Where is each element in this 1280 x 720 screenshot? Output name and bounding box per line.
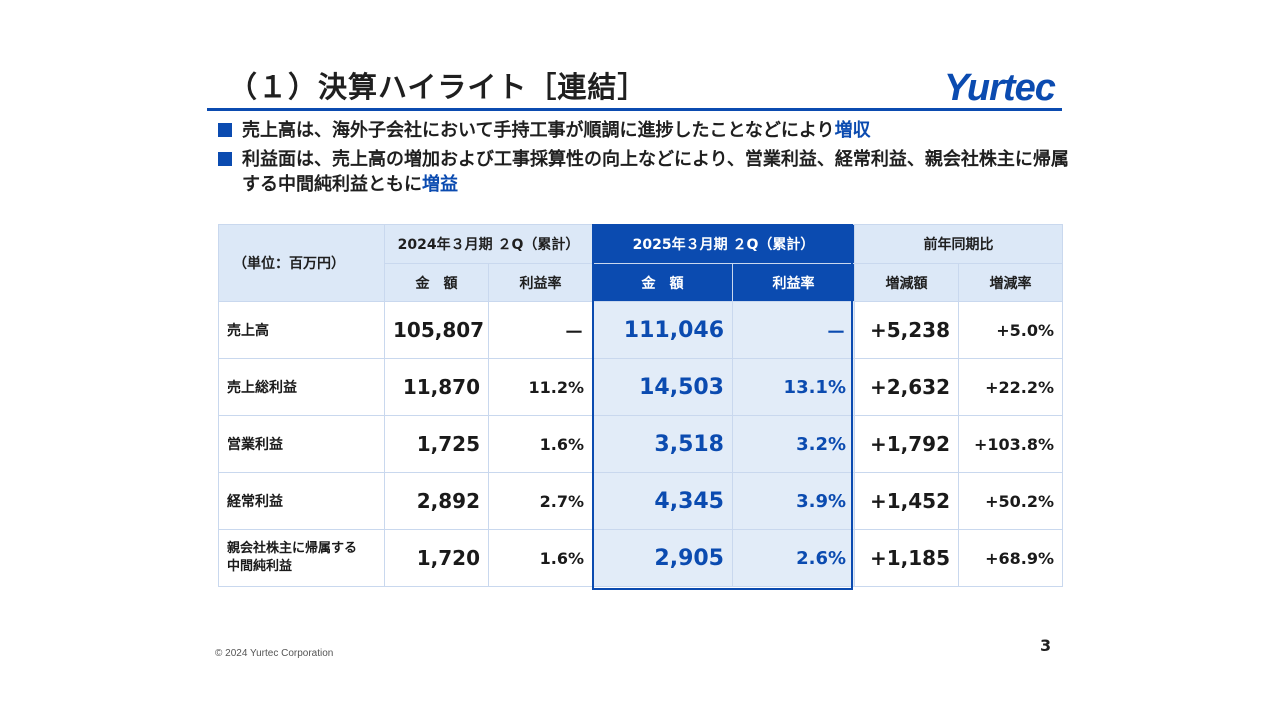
prev-amount: 1,725 bbox=[384, 415, 489, 473]
subheader-prev-rate: 利益率 bbox=[488, 263, 593, 302]
cur-rate: － bbox=[732, 301, 855, 359]
diff-amount: +5,238 bbox=[854, 301, 959, 359]
table-row: 売上総利益 11,870 11.2% 14,503 13.1% +2,632 +… bbox=[218, 358, 1063, 416]
subheader-diff-amount: 増減額 bbox=[854, 263, 959, 302]
prev-rate: 2.7% bbox=[488, 472, 593, 530]
subheader-prev-amount: 金 額 bbox=[384, 263, 489, 302]
diff-amount: +1,185 bbox=[854, 529, 959, 587]
cur-amount: 14,503 bbox=[592, 358, 733, 416]
prev-rate: － bbox=[488, 301, 593, 359]
logo-text: Yurtec bbox=[944, 67, 1056, 108]
cur-amount: 3,518 bbox=[592, 415, 733, 473]
table-row: 経常利益 2,892 2.7% 4,345 3.9% +1,452 +50.2% bbox=[218, 472, 1063, 530]
diff-rate: +103.8% bbox=[958, 415, 1063, 473]
diff-amount: +2,632 bbox=[854, 358, 959, 416]
cur-amount: 111,046 bbox=[592, 301, 733, 359]
bullet-highlight: 増収 bbox=[834, 120, 871, 141]
prev-rate: 11.2% bbox=[488, 358, 593, 416]
page-title: （１）決算ハイライト［連結］ bbox=[228, 70, 648, 104]
copyright: © 2024 Yurtec Corporation bbox=[215, 648, 334, 659]
subheader-diff-rate: 増減率 bbox=[958, 263, 1063, 302]
diff-amount: +1,792 bbox=[854, 415, 959, 473]
cur-amount: 4,345 bbox=[592, 472, 733, 530]
subheader-cur-rate: 利益率 bbox=[732, 263, 855, 302]
prev-amount: 1,720 bbox=[384, 529, 489, 587]
row-label-line2: 中間純利益 bbox=[227, 559, 293, 574]
table-subheader-row: 金 額 利益率 金 額 利益率 増減額 増減率 bbox=[219, 263, 1063, 302]
title-rule bbox=[207, 108, 1062, 111]
subheader-cur-amount: 金 額 bbox=[592, 263, 733, 302]
cur-amount: 2,905 bbox=[592, 529, 733, 587]
diff-rate: +68.9% bbox=[958, 529, 1063, 587]
cur-rate: 3.2% bbox=[732, 415, 855, 473]
row-label: 経常利益 bbox=[218, 472, 385, 530]
diff-rate: +5.0% bbox=[958, 301, 1063, 359]
bullet-profit: 利益面は、売上高の増加および工事採算性の向上などにより、営業利益、経常利益、親会… bbox=[218, 147, 1078, 197]
bullet-square-icon bbox=[218, 152, 232, 166]
page-number: 3 bbox=[1040, 636, 1052, 655]
bullet-square-icon bbox=[218, 123, 232, 137]
prev-amount: 2,892 bbox=[384, 472, 489, 530]
diff-rate: +50.2% bbox=[958, 472, 1063, 530]
bullet-text: 売上高は、海外子会社において手持工事が順調に進捗したことなどにより bbox=[242, 120, 835, 141]
table-header-row: （単位：百万円） 2024年３月期 ２Q（累計） 2025年３月期 ２Q（累計）… bbox=[218, 224, 1063, 302]
cur-rate: 13.1% bbox=[732, 358, 855, 416]
group-header-yoy: 前年同期比 bbox=[854, 224, 1063, 264]
bullet-highlight: 増益 bbox=[422, 174, 458, 195]
table-row: 営業利益 1,725 1.6% 3,518 3.2% +1,792 +103.8… bbox=[218, 415, 1063, 473]
bullet-sales: 売上高は、海外子会社において手持工事が順調に進捗したことなどにより増収 bbox=[218, 118, 1078, 143]
cur-rate: 2.6% bbox=[732, 529, 855, 587]
yurtec-logo: Yurtec bbox=[944, 67, 1057, 108]
prev-rate: 1.6% bbox=[488, 529, 593, 587]
diff-amount: +1,452 bbox=[854, 472, 959, 530]
group-header-current: 2025年３月期 ２Q（累計） bbox=[592, 224, 855, 264]
unit-label: （単位：百万円） bbox=[218, 224, 385, 302]
prev-rate: 1.6% bbox=[488, 415, 593, 473]
diff-rate: +22.2% bbox=[958, 358, 1063, 416]
row-label: 営業利益 bbox=[218, 415, 385, 473]
prev-amount: 11,870 bbox=[384, 358, 489, 416]
row-label: 売上総利益 bbox=[218, 358, 385, 416]
table-row: 親会社株主に帰属する 中間純利益 1,720 1.6% 2,905 2.6% +… bbox=[218, 529, 1063, 587]
table-row: 売上高 105,807 － 111,046 － +5,238 +5.0% bbox=[218, 301, 1063, 359]
cur-rate: 3.9% bbox=[732, 472, 855, 530]
financial-highlights-table: （単位：百万円） 2024年３月期 ２Q（累計） 2025年３月期 ２Q（累計）… bbox=[218, 224, 1063, 587]
summary-bullets: 売上高は、海外子会社において手持工事が順調に進捗したことなどにより増収 利益面は… bbox=[218, 118, 1078, 201]
bullet-text: 利益面は、売上高の増加および工事採算性の向上などにより、営業利益、経常利益、親会… bbox=[242, 149, 1069, 195]
row-label: 親会社株主に帰属する 中間純利益 bbox=[218, 529, 385, 587]
row-label-line1: 親会社株主に帰属する bbox=[227, 541, 358, 556]
group-header-prev: 2024年３月期 ２Q（累計） bbox=[384, 224, 593, 264]
row-label: 売上高 bbox=[218, 301, 385, 359]
prev-amount: 105,807 bbox=[384, 301, 489, 359]
